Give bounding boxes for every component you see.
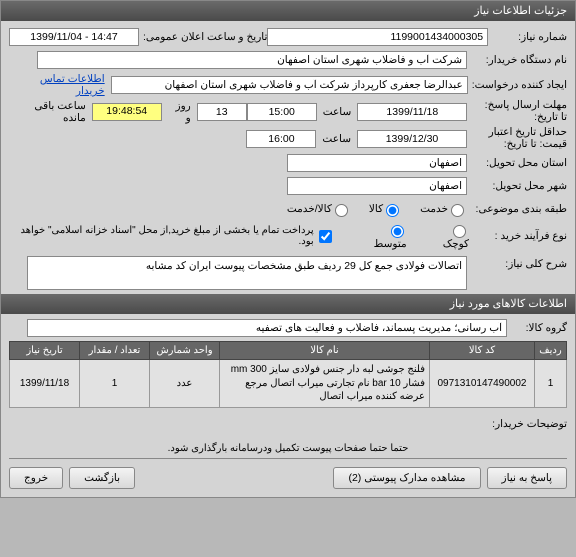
cat-goods-option[interactable]: کالا — [369, 201, 402, 217]
creator-label: ایجاد کننده درخواست: — [468, 79, 567, 91]
creator-field — [111, 76, 468, 94]
buyer-org-field — [37, 51, 467, 69]
cat-goods-service-option[interactable]: کالا/خدمت — [287, 201, 351, 217]
window-title-bar: جزئیات اطلاعات نیاز — [1, 1, 575, 21]
countdown-timer: 19:48:54 — [92, 103, 162, 121]
time-label-2: ساعت — [316, 133, 357, 145]
col-name: نام کالا — [220, 342, 430, 360]
cat-service-radio[interactable] — [451, 204, 464, 217]
deadline-date — [357, 103, 467, 121]
validity-sub: قیمت: تا تاریخ: — [504, 138, 567, 150]
group-label: گروه کالا: — [507, 322, 567, 334]
time-label-1: ساعت — [317, 106, 358, 118]
group-field — [27, 319, 507, 337]
delivery-state-label: استان محل تحویل: — [467, 157, 567, 169]
cat-goods-radio[interactable] — [386, 204, 399, 217]
items-table: ردیف کد کالا نام کالا واحد شمارش تعداد /… — [9, 341, 567, 408]
cat-goods-service-radio[interactable] — [335, 204, 348, 217]
proc-mid-option[interactable]: متوسط — [356, 222, 407, 250]
announce-field — [9, 28, 139, 46]
announce-label: تاریخ و ساعت اعلان عمومی: — [139, 31, 267, 43]
explain-label: توضیحات خریدار: — [467, 418, 567, 430]
validity-time — [246, 130, 316, 148]
cell-idx: 1 — [535, 360, 567, 408]
delivery-city — [287, 177, 467, 195]
col-row: ردیف — [535, 342, 567, 360]
button-row: خروج بازگشت مشاهده مدارک پیوستی (2) پاسخ… — [9, 461, 567, 493]
desc-field: اتصالات فولادی جمع کل 29 ردیف طبق مشخصات… — [27, 256, 467, 290]
delivery-city-label: شهر محل تحویل: — [467, 180, 567, 192]
proc-label: نوع فرآیند خرید : — [469, 230, 567, 242]
need-details-window: جزئیات اطلاعات نیاز شماره نیاز: تاریخ و … — [0, 0, 576, 498]
treasury-checkbox[interactable] — [319, 230, 332, 243]
countdown-unit: ساعت باقی مانده — [9, 100, 92, 124]
validity-date — [357, 130, 467, 148]
category-label: طبقه بندی موضوعی: — [467, 203, 567, 215]
days-remaining — [197, 103, 247, 121]
treasury-note: پرداخت تمام یا بخشی از مبلغ خرید,از محل … — [9, 225, 316, 247]
window-title: جزئیات اطلاعات نیاز — [474, 5, 567, 17]
col-qty: تعداد / مقدار — [80, 342, 150, 360]
items-section-header: اطلاعات کالاهای مورد نیاز — [1, 294, 575, 314]
delivery-state — [287, 154, 467, 172]
cell-unit: عدد — [150, 360, 220, 408]
content-area: شماره نیاز: تاریخ و ساعت اعلان عمومی: نا… — [1, 21, 575, 497]
need-no-field — [267, 28, 488, 46]
validity-label: حداقل تاریخ اعتبار — [489, 126, 567, 138]
back-button[interactable]: بازگشت — [69, 467, 135, 489]
deadline-label: مهلت ارسال پاسخ: — [485, 99, 567, 111]
proc-small-option[interactable]: کوچک — [425, 222, 469, 250]
deadline-time — [247, 103, 317, 121]
col-date: تاریخ نیاز — [10, 342, 80, 360]
buyer-org-label: نام دستگاه خریدار: — [467, 54, 567, 66]
cell-name: فلنج جوشی لبه دار جنس فولادی سایز 300 mm… — [220, 360, 430, 408]
proc-mid-radio[interactable] — [391, 225, 404, 238]
contact-link[interactable]: اطلاعات تماس خریدار — [9, 73, 105, 97]
proc-small-radio[interactable] — [453, 225, 466, 238]
cell-date: 1399/11/18 — [10, 360, 80, 408]
need-no-label: شماره نیاز: — [488, 31, 567, 43]
exit-button[interactable]: خروج — [9, 467, 63, 489]
reply-button[interactable]: پاسخ به نیاز — [487, 467, 567, 489]
cat-service-option[interactable]: خدمت — [420, 201, 467, 217]
deadline-sub: تا تاریخ: — [534, 111, 567, 123]
days-unit: روز و — [162, 100, 197, 124]
cell-qty: 1 — [80, 360, 150, 408]
table-header-row: ردیف کد کالا نام کالا واحد شمارش تعداد /… — [10, 342, 567, 360]
col-code: کد کالا — [430, 342, 535, 360]
col-unit: واحد شمارش — [150, 342, 220, 360]
desc-label: شرح کلی نیاز: — [467, 256, 567, 270]
cell-code: 0971310147490002 — [430, 360, 535, 408]
explain-text: حتما حتما صفحات پیوست تکمیل ودرسامانه با… — [9, 437, 567, 456]
attachments-button[interactable]: مشاهده مدارک پیوستی (2) — [333, 467, 480, 489]
table-row[interactable]: 1 0971310147490002 فلنج جوشی لبه دار جنس… — [10, 360, 567, 408]
